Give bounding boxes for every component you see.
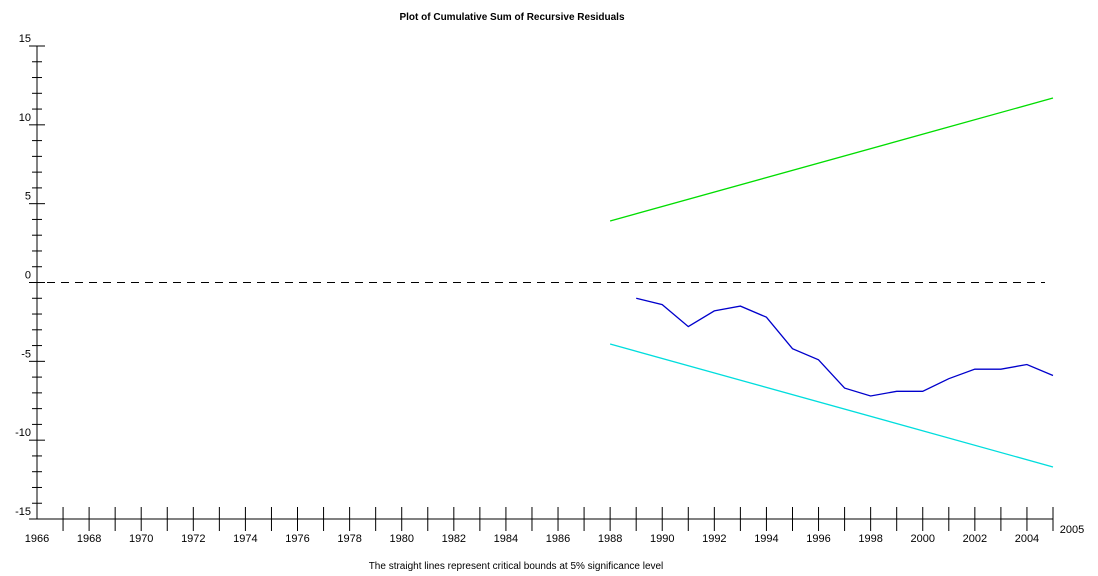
series-line-upper-bound	[609, 97, 1054, 222]
x-tick-label: 1984	[494, 533, 518, 545]
series-line-lower-bound	[609, 343, 1054, 468]
x-tick-label: 1998	[858, 533, 882, 545]
x-tick-label: 1974	[233, 533, 257, 545]
x-tick-label: 1970	[129, 533, 153, 545]
x-tick-label: 2005	[1060, 524, 1084, 536]
x-tick-label: 1978	[337, 533, 361, 545]
chart-title: Plot of Cumulative Sum of Recursive Resi…	[399, 12, 624, 23]
x-tick-label: 1972	[181, 533, 205, 545]
x-tick-label: 1982	[442, 533, 466, 545]
x-tick-label: 1994	[754, 533, 778, 545]
tick-labels: 15 10 5 0 -5 -10 -15 1966 1968 1970 1972 1974 1976 19…	[15, 33, 1084, 545]
ticks	[29, 45, 1054, 531]
y-tick-label: 5	[25, 191, 31, 203]
y-tick-label: 0	[25, 270, 31, 282]
y-tick-label: 10	[19, 112, 31, 124]
x-tick-label: 1996	[806, 533, 830, 545]
y-tick-label: -5	[21, 348, 31, 360]
x-tick-label: 1988	[598, 533, 622, 545]
x-tick-label: 2000	[911, 533, 935, 545]
x-tick-label: 1986	[546, 533, 570, 545]
x-tick-label: 1968	[77, 533, 101, 545]
y-tick-label: 15	[19, 33, 31, 45]
x-tick-label: 1980	[389, 533, 413, 545]
x-tick-label: 1992	[702, 533, 726, 545]
plot-lines	[47, 97, 1054, 468]
x-tick-label: 1990	[650, 533, 674, 545]
x-tick-label: 1966	[25, 533, 49, 545]
y-tick-label: -10	[15, 427, 31, 439]
series-line-cusum	[636, 297, 1054, 397]
x-tick-label: 2002	[963, 533, 987, 545]
y-tick-label: -15	[15, 506, 31, 518]
chart-caption: The straight lines represent critical bo…	[369, 561, 664, 572]
x-tick-label: 2004	[1015, 533, 1039, 545]
x-tick-label: 1976	[285, 533, 309, 545]
